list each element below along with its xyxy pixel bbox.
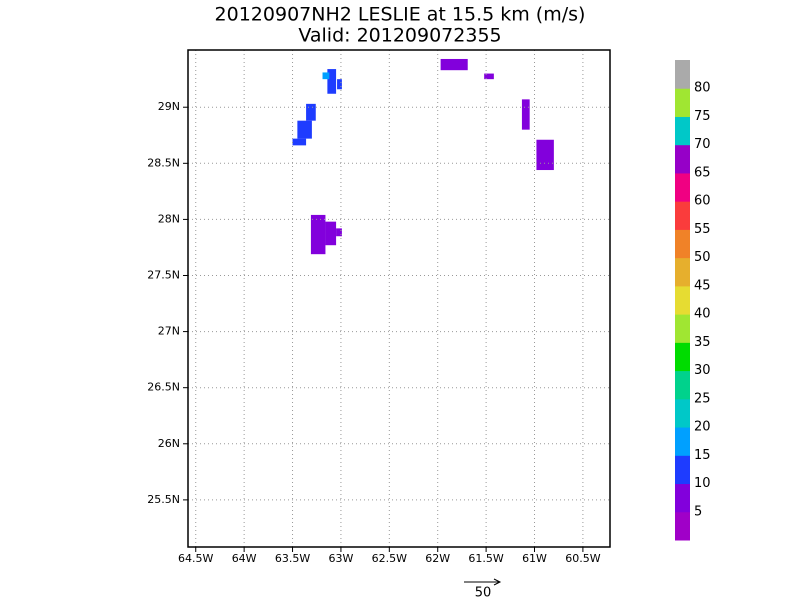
- wind-cell: [336, 228, 342, 237]
- colorbar-label: 60: [694, 194, 711, 209]
- x-tick-label: 62W: [425, 552, 450, 565]
- chart-title: 20120907NH2 LESLIE at 15.5 km (m/s): [215, 4, 586, 26]
- x-tick-label: 61W: [522, 552, 547, 565]
- colorbar-label: 70: [694, 137, 711, 152]
- x-tick-label: 63W: [328, 552, 353, 565]
- reference-arrow-head: [493, 578, 502, 586]
- wind-cell: [292, 138, 307, 146]
- x-tick-label: 60.5W: [565, 552, 600, 565]
- colorbar-swatch: [675, 172, 690, 202]
- y-tick-label: 28N: [158, 212, 180, 225]
- colorbar-swatch: [675, 201, 690, 230]
- x-tick-label: 63.5W: [275, 552, 310, 565]
- wind-cell: [337, 79, 342, 90]
- colorbar-label: 80: [694, 81, 711, 96]
- wind-cell: [310, 214, 326, 255]
- y-tick-label: 27.5N: [147, 269, 180, 282]
- wind-cell: [297, 120, 312, 139]
- colorbar-swatch: [675, 398, 690, 428]
- colorbar-swatch: [675, 483, 690, 513]
- y-tick-label: 26.5N: [147, 381, 180, 394]
- wind-cell: [306, 103, 316, 121]
- wind-cell: [521, 99, 530, 130]
- colorbar-label: 30: [694, 363, 711, 378]
- colorbar-swatch: [675, 257, 690, 287]
- y-tick-label: 26N: [158, 437, 180, 450]
- reference-label: 50: [475, 586, 492, 600]
- x-tick-label: 62.5W: [372, 552, 407, 565]
- colorbar-label: 65: [694, 165, 711, 180]
- y-tick-label: 25.5N: [147, 493, 180, 506]
- colorbar-swatch: [675, 60, 690, 89]
- wind-cell: [536, 139, 554, 171]
- colorbar-label: 45: [694, 278, 711, 293]
- colorbar-swatch: [675, 427, 690, 456]
- y-tick-label: 28.5N: [147, 156, 180, 169]
- colorbar-label: 20: [694, 420, 711, 435]
- colorbar-swatch: [675, 511, 690, 541]
- colorbar-label: 75: [694, 109, 711, 124]
- chart-subtitle: Valid: 201209072355: [298, 25, 501, 47]
- colorbar-label: 50: [694, 250, 711, 265]
- colorbar-label: 55: [694, 222, 711, 237]
- colorbar-label: 10: [694, 476, 711, 491]
- colorbar-swatch: [675, 285, 690, 315]
- colorbar-swatch: [675, 455, 690, 485]
- wind-cell: [327, 69, 337, 94]
- wind-cell: [322, 72, 330, 80]
- colorbar-swatch: [675, 88, 690, 117]
- colorbar-swatch: [675, 229, 690, 259]
- x-tick-label: 64.5W: [178, 552, 213, 565]
- colorbar-label: 35: [694, 335, 711, 350]
- plot-frame: [187, 49, 611, 548]
- colorbar-swatch: [675, 144, 690, 174]
- wind-cell: [484, 73, 494, 80]
- wind-cell: [440, 58, 468, 71]
- wind-cell: [325, 221, 337, 246]
- colorbar-swatch: [675, 370, 690, 400]
- colorbar-swatch: [675, 314, 690, 343]
- colorbar-swatch: [675, 116, 690, 146]
- x-tick-label: 61.5W: [468, 552, 503, 565]
- colorbar-label: 25: [694, 391, 711, 406]
- colorbar-label: 5: [694, 504, 702, 519]
- y-tick-label: 29N: [158, 100, 180, 113]
- colorbar-label: 40: [694, 307, 711, 322]
- y-tick-label: 27N: [158, 325, 180, 338]
- colorbar-swatch: [675, 342, 690, 372]
- x-tick-label: 64W: [232, 552, 257, 565]
- colorbar-label: 15: [694, 448, 711, 463]
